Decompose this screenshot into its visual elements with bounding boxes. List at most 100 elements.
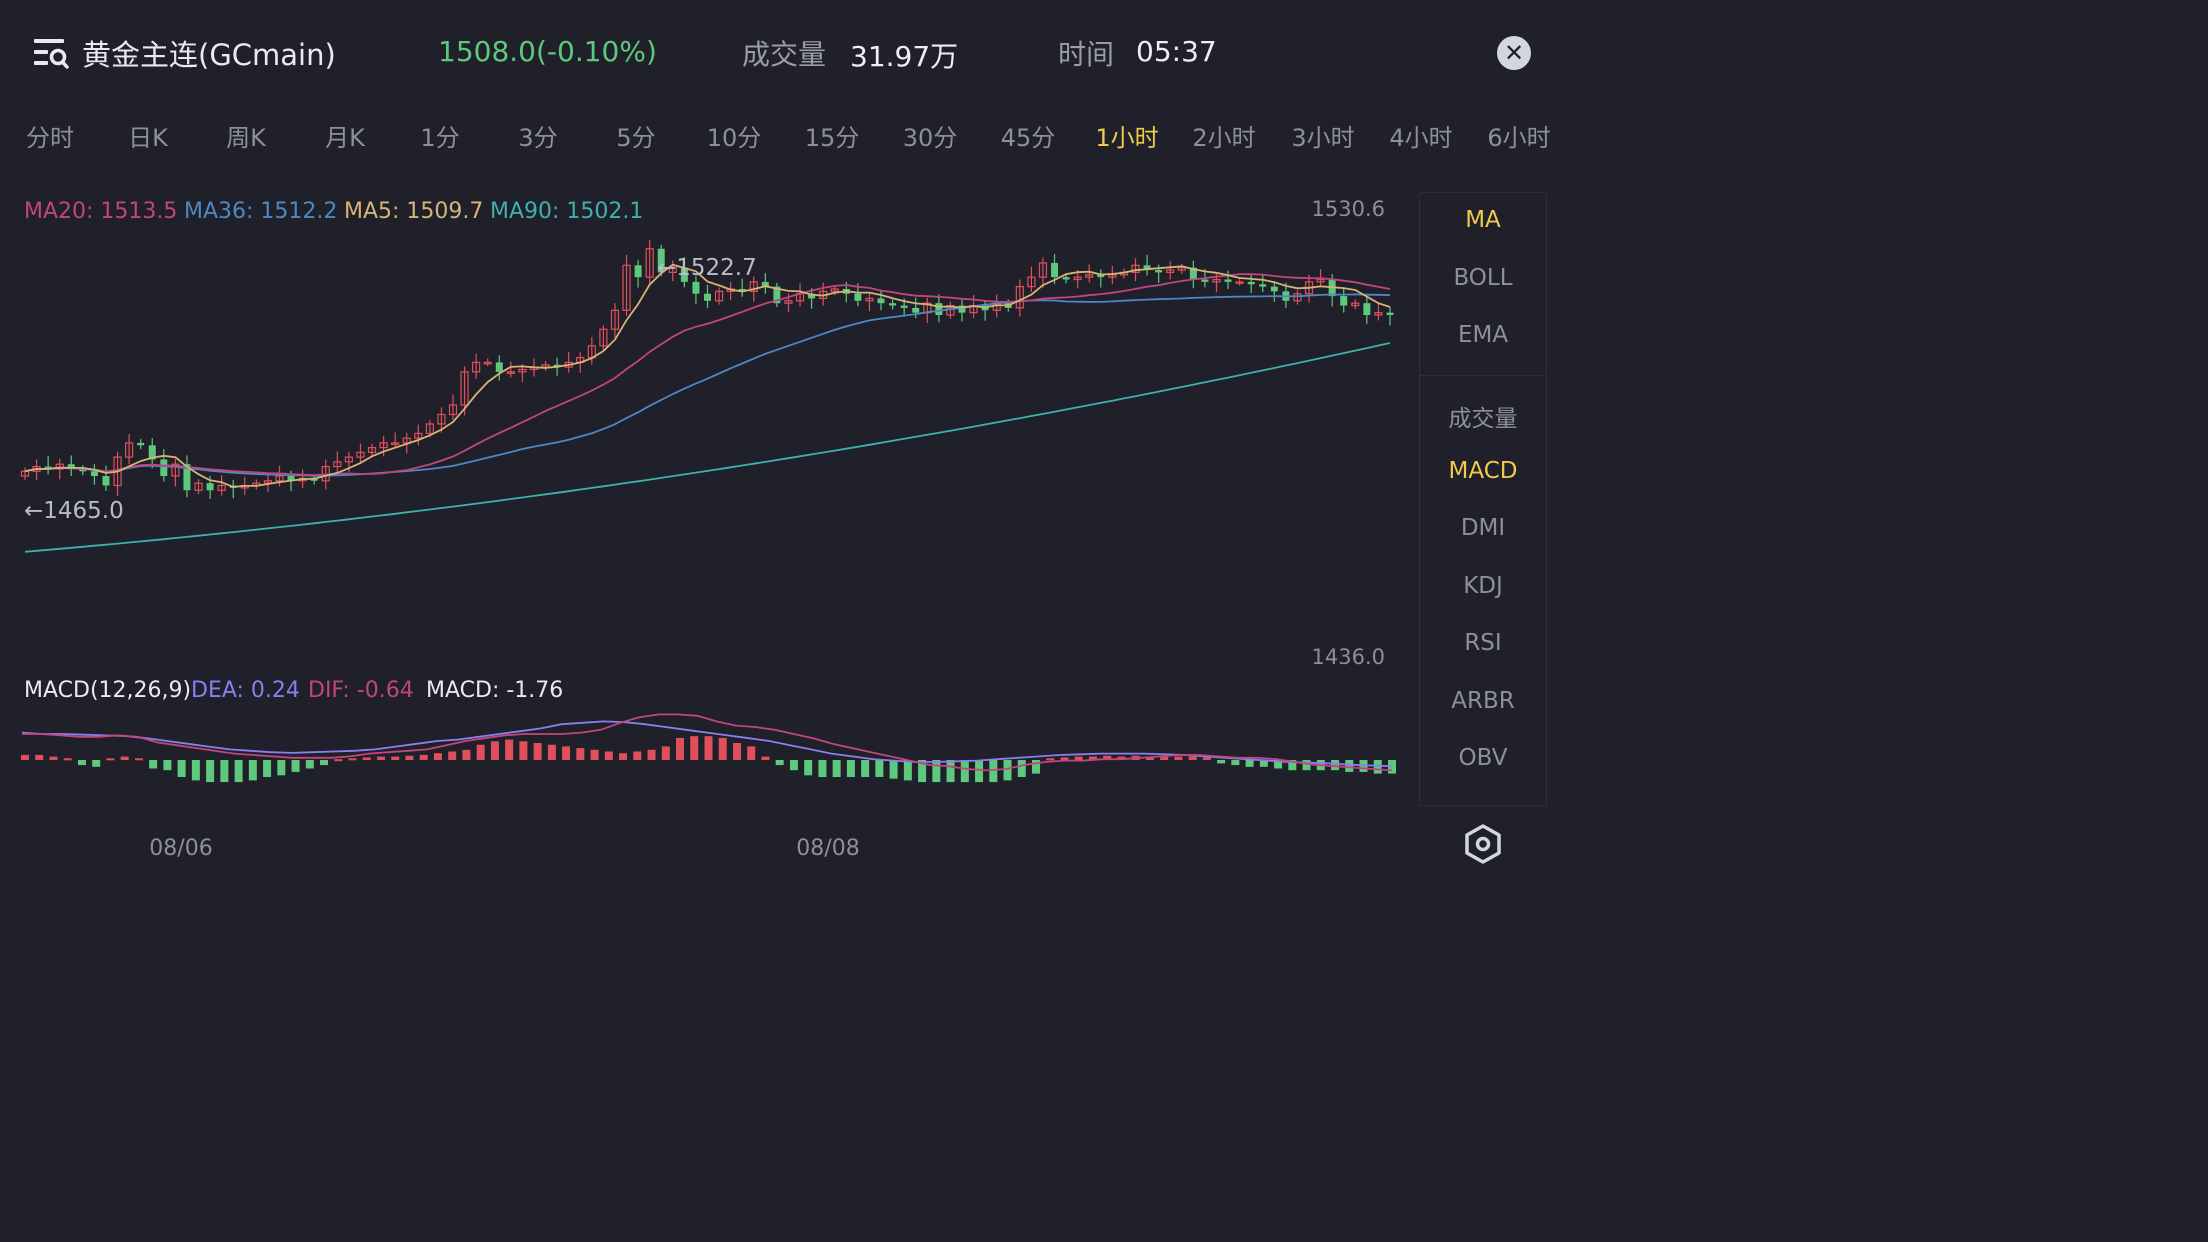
tab-1[interactable]: 日K: [128, 124, 168, 152]
macd-bar: [918, 760, 927, 783]
macd-bar: [832, 760, 841, 777]
macd-bar: [1103, 755, 1112, 760]
candle-down: [877, 298, 885, 304]
last-price: 1508.0(-0.10%): [438, 35, 657, 68]
indicator-ema[interactable]: EMA: [1457, 322, 1509, 348]
macd-bar: [1345, 760, 1354, 772]
tab-13[interactable]: 3小时: [1291, 124, 1355, 152]
macd-bar: [704, 736, 713, 760]
candle-up: [333, 461, 342, 468]
tab-4[interactable]: 1分: [420, 124, 460, 152]
candle-up: [1015, 286, 1024, 309]
macd-bar: [761, 756, 770, 760]
sub-indicator-5[interactable]: ARBR: [1451, 688, 1515, 714]
macd-bar: [106, 758, 115, 761]
indicator-boll[interactable]: BOLL: [1453, 265, 1513, 291]
candle-up: [622, 264, 631, 311]
candle-up: [784, 300, 793, 304]
candle-up: [1131, 264, 1140, 274]
tab-2[interactable]: 周K: [226, 124, 266, 152]
candle-down: [738, 288, 746, 292]
instrument-title[interactable]: 黄金主连(GCmain): [82, 38, 336, 72]
tab-0[interactable]: 分时: [26, 124, 74, 152]
macd-legend-dea: DEA: 0.24: [191, 678, 300, 703]
candle-down: [137, 442, 145, 446]
kline-chart[interactable]: 1530.6 1436.0 MA20: 1513.5 MA36: 1512.2 MA5:…: [0, 180, 1410, 880]
macd-bar: [1288, 760, 1297, 771]
tab-6[interactable]: 5分: [616, 124, 656, 152]
macd-bar: [305, 760, 314, 769]
macd-bar: [433, 753, 442, 760]
macd-bar: [1274, 760, 1283, 769]
candle-up: [518, 368, 527, 373]
dif-line: [22, 713, 1393, 772]
macd-bar: [1202, 757, 1211, 760]
macd-bar: [391, 756, 400, 760]
ma-legend-ma20: MA20: 1513.5: [24, 199, 177, 224]
dea-line: [21, 720, 1393, 768]
sub-indicator-2[interactable]: DMI: [1460, 515, 1506, 541]
candle-down: [495, 362, 503, 372]
macd-bar: [846, 760, 855, 777]
macd-bar: [490, 741, 499, 760]
tab-9[interactable]: 30分: [902, 124, 958, 152]
candle-up: [379, 442, 388, 449]
candle-up: [668, 267, 677, 274]
tab-12[interactable]: 2小时: [1192, 124, 1256, 152]
candle-up: [125, 442, 134, 458]
candle-up: [610, 309, 620, 330]
candle-down: [761, 281, 769, 287]
macd-bar: [63, 758, 72, 761]
settings-icon[interactable]: [1463, 823, 1503, 865]
sub-indicator-0[interactable]: 成交量: [1448, 406, 1518, 432]
indicator-sidebar: MA BOLL EMA 成交量 MACD DMI KDJ RSI ARBR OBV: [1419, 192, 1547, 806]
list-search-icon[interactable]: [32, 36, 70, 72]
macd-bar: [1003, 760, 1012, 781]
macd-bar: [405, 755, 414, 760]
macd-bar: [220, 760, 229, 783]
candle-down: [206, 483, 214, 491]
candle-down: [183, 464, 191, 491]
tab-10[interactable]: 45分: [1000, 124, 1056, 152]
tab-11[interactable]: 1小时: [1095, 124, 1159, 152]
macd-bar: [690, 736, 699, 760]
candle-down: [692, 281, 700, 294]
close-button[interactable]: ✕: [1497, 36, 1531, 70]
tab-7[interactable]: 10分: [706, 124, 762, 152]
macd-bar: [889, 760, 898, 779]
candle-down: [102, 476, 110, 486]
candle-down: [160, 459, 168, 477]
high-price-marker: ←1522.7: [657, 255, 757, 281]
macd-bar: [775, 760, 784, 766]
ma36-line: [24, 293, 1391, 477]
tab-3[interactable]: 月K: [325, 124, 365, 152]
y-axis-min-label: 1436.0: [1312, 645, 1385, 669]
candle-down: [958, 305, 966, 313]
sub-indicator-1[interactable]: MACD: [1448, 458, 1518, 484]
x-axis-label-1: 08/08: [796, 836, 859, 861]
sub-indicator-6[interactable]: OBV: [1458, 745, 1508, 771]
ma20-line: [24, 273, 1391, 477]
candle-up: [20, 470, 30, 477]
macd-bar: [1302, 760, 1311, 771]
macd-bar: [1174, 756, 1183, 760]
candle-up: [483, 361, 492, 365]
candle-up: [1038, 262, 1048, 278]
tab-14[interactable]: 4小时: [1389, 124, 1453, 152]
macd-bar: [77, 760, 86, 766]
candle-up: [356, 451, 365, 458]
tab-15[interactable]: 6小时: [1487, 124, 1551, 152]
sub-indicator-3[interactable]: KDJ: [1463, 573, 1503, 599]
tab-8[interactable]: 15分: [804, 124, 860, 152]
macd-bar: [348, 758, 357, 761]
sub-indicator-4[interactable]: RSI: [1464, 630, 1502, 656]
macd-bar: [120, 756, 129, 760]
candle-down: [808, 293, 816, 299]
macd-bar: [419, 754, 428, 760]
candle-up: [645, 248, 654, 278]
macd-bar: [747, 746, 756, 760]
tab-5[interactable]: 3分: [518, 124, 558, 152]
macd-bar: [661, 746, 670, 760]
indicator-ma[interactable]: MA: [1465, 207, 1501, 233]
candle-up: [714, 290, 724, 302]
